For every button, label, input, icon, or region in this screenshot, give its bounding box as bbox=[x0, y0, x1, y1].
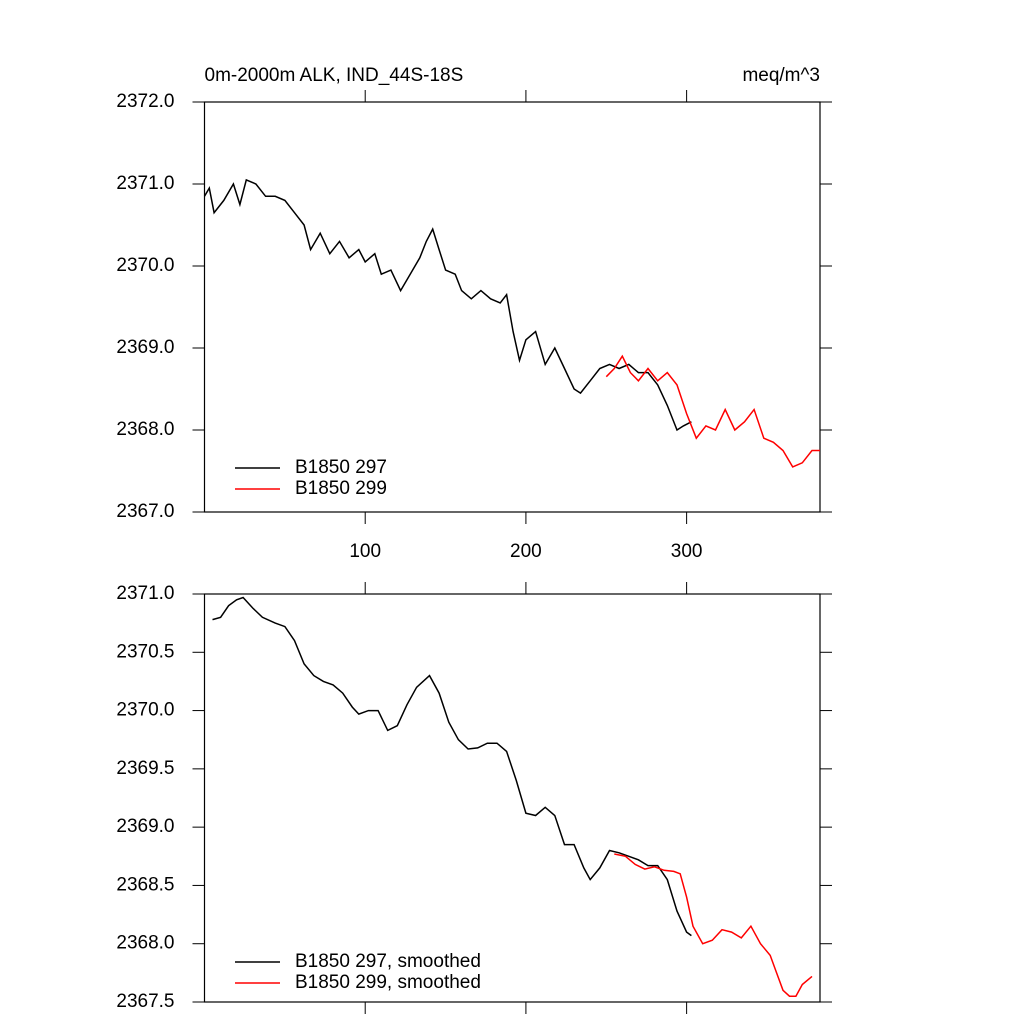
data-line bbox=[203, 178, 692, 432]
y-tick-label: 2370.0 bbox=[116, 700, 174, 721]
data-line bbox=[614, 853, 813, 997]
y-tick-label: 2367.0 bbox=[116, 501, 174, 522]
y-tick-label: 2370.0 bbox=[116, 255, 174, 276]
y-tick-label: 2368.0 bbox=[116, 419, 174, 440]
chart-title: 0m-2000m ALK, IND_44S-18S bbox=[205, 65, 464, 86]
y-tick-label: 2369.0 bbox=[116, 816, 174, 837]
y-tick-label: 2369.0 bbox=[116, 337, 174, 358]
y-tick-label: 2369.5 bbox=[116, 758, 174, 779]
legend-label: B1850 299 bbox=[295, 478, 387, 499]
units-label: meq/m^3 bbox=[742, 65, 820, 86]
x-tick-label: 100 bbox=[349, 541, 381, 562]
data-line bbox=[212, 596, 692, 937]
y-tick-label: 2370.5 bbox=[116, 641, 174, 662]
y-tick-label: 2368.0 bbox=[116, 933, 174, 954]
y-tick-label: 2367.5 bbox=[116, 991, 174, 1012]
legend-label: B1850 299, smoothed bbox=[295, 972, 481, 993]
y-tick-label: 2371.0 bbox=[116, 173, 174, 194]
y-tick-label: 2368.5 bbox=[116, 874, 174, 895]
x-tick-label: 200 bbox=[510, 541, 542, 562]
plot-frame bbox=[203, 101, 821, 513]
x-tick-label: 300 bbox=[671, 541, 703, 562]
legend-label: B1850 297 bbox=[295, 457, 387, 478]
data-line bbox=[605, 354, 820, 468]
y-tick-label: 2372.0 bbox=[116, 91, 174, 112]
plot-frame bbox=[203, 593, 821, 1003]
y-tick-label: 2371.0 bbox=[116, 583, 174, 604]
legend-label: B1850 297, smoothed bbox=[295, 951, 481, 972]
